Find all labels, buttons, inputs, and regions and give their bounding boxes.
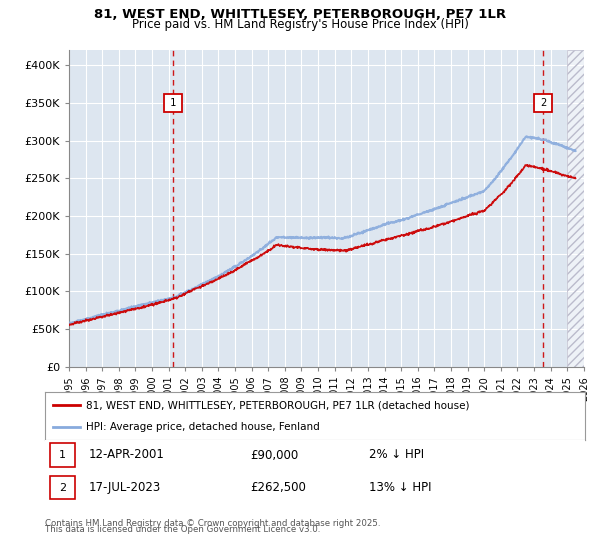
FancyBboxPatch shape bbox=[50, 444, 75, 466]
Text: £90,000: £90,000 bbox=[250, 449, 298, 461]
Text: Contains HM Land Registry data © Crown copyright and database right 2025.: Contains HM Land Registry data © Crown c… bbox=[45, 519, 380, 528]
Bar bbox=[567, 50, 584, 367]
Text: Price paid vs. HM Land Registry's House Price Index (HPI): Price paid vs. HM Land Registry's House … bbox=[131, 18, 469, 31]
Text: 1: 1 bbox=[170, 98, 176, 108]
Bar bbox=[567, 50, 584, 367]
Text: 81, WEST END, WHITTLESEY, PETERBOROUGH, PE7 1LR (detached house): 81, WEST END, WHITTLESEY, PETERBOROUGH, … bbox=[86, 400, 469, 410]
Text: This data is licensed under the Open Government Licence v3.0.: This data is licensed under the Open Gov… bbox=[45, 525, 320, 534]
Text: HPI: Average price, detached house, Fenland: HPI: Average price, detached house, Fenl… bbox=[86, 422, 319, 432]
Text: 17-JUL-2023: 17-JUL-2023 bbox=[88, 481, 160, 494]
Text: 1: 1 bbox=[59, 450, 66, 460]
Text: 81, WEST END, WHITTLESEY, PETERBOROUGH, PE7 1LR: 81, WEST END, WHITTLESEY, PETERBOROUGH, … bbox=[94, 8, 506, 21]
Text: 2% ↓ HPI: 2% ↓ HPI bbox=[369, 449, 424, 461]
Text: £262,500: £262,500 bbox=[250, 481, 306, 494]
Text: 2: 2 bbox=[59, 483, 66, 493]
Text: 13% ↓ HPI: 13% ↓ HPI bbox=[369, 481, 431, 494]
Text: 12-APR-2001: 12-APR-2001 bbox=[88, 449, 164, 461]
Text: 2: 2 bbox=[540, 98, 546, 108]
FancyBboxPatch shape bbox=[50, 476, 75, 500]
